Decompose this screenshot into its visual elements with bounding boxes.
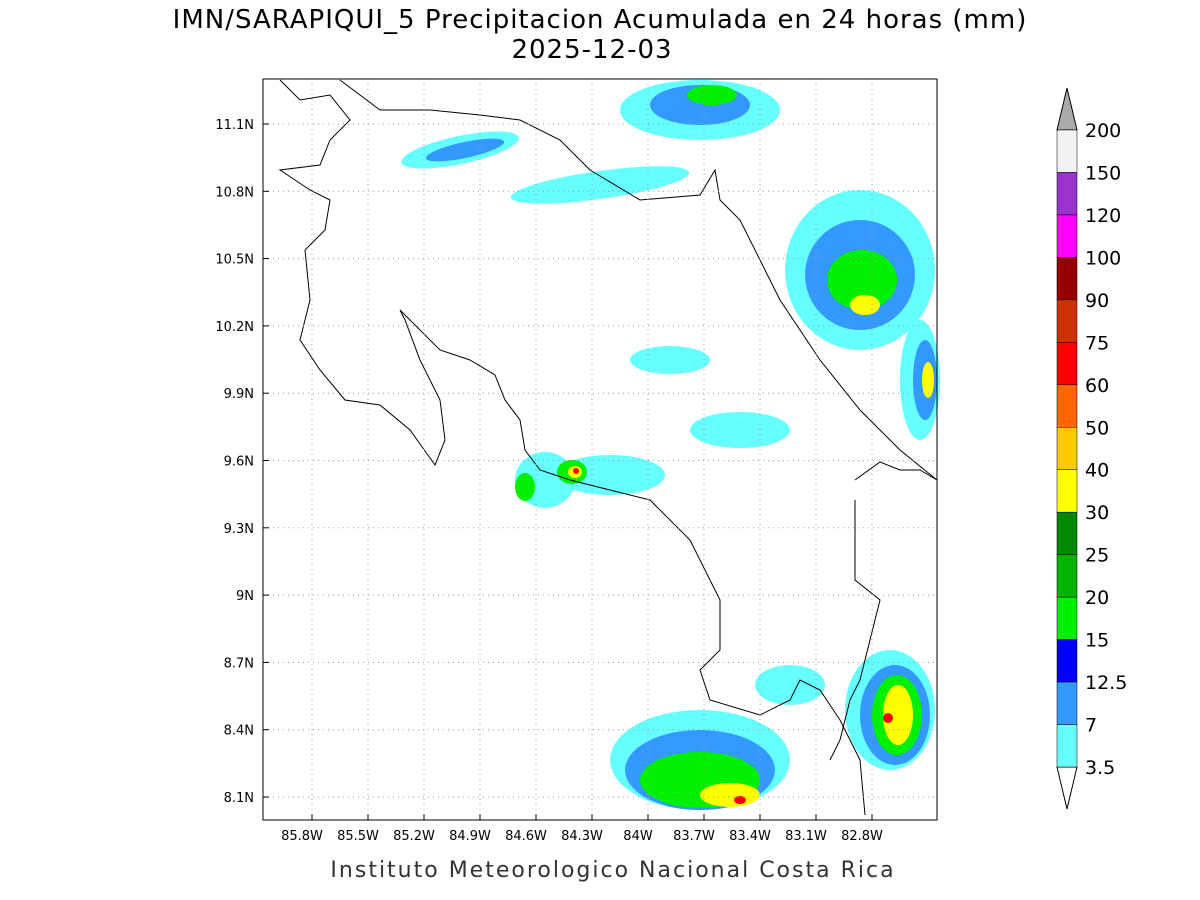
colorbar-bin [1056, 596, 1078, 640]
colorbar: 200 150 120 100 90 75 60 50 40 30 25 20 15 12.5 7 3.5 [1056, 87, 1127, 810]
x-tick-label: 83.1W [785, 829, 827, 844]
colorbar-bin [1056, 639, 1078, 683]
graticule [263, 79, 937, 820]
coastline [278, 79, 938, 816]
map-frame [262, 78, 938, 821]
x-tick-label: 85.5W [337, 829, 379, 844]
y-tick-label: 9.6N [224, 455, 254, 470]
colorbar-bin [1056, 469, 1078, 513]
subtitle: 2025-12-03 [511, 35, 672, 65]
colorbar-bin [1056, 299, 1078, 343]
precipitation-field [401, 80, 940, 810]
colorbar-label: 25 [1085, 545, 1109, 567]
colorbar-bin [1056, 172, 1078, 216]
colorbar-label: 50 [1085, 417, 1109, 439]
colorbar-over-arrow [1056, 87, 1078, 131]
colorbar-label: 20 [1085, 587, 1109, 609]
x-tick-label: 83.7W [673, 829, 715, 844]
colorbar-label: 200 [1085, 120, 1121, 142]
colorbar-label: 40 [1085, 460, 1109, 482]
y-tick-label: 9.3N [224, 522, 254, 537]
colorbar-label: 90 [1085, 290, 1109, 312]
x-tick-label: 84W [623, 829, 653, 844]
colorbar-label: 120 [1085, 205, 1121, 227]
colorbar-label: 100 [1085, 247, 1121, 269]
colorbar-label: 7 [1085, 715, 1097, 737]
axis-labels: 85.8W 85.5W 85.2W 84.9W 84.6W 84.3W 84W 83.7W 83… [215, 118, 883, 844]
y-tick-label: 8.7N [224, 656, 254, 671]
colorbar-under-arrow [1056, 766, 1078, 810]
y-tick-label: 10.8N [215, 185, 254, 200]
y-tick-label: 10.2N [215, 320, 254, 335]
y-tick-label: 10.5N [215, 253, 254, 268]
colorbar-bin [1056, 724, 1078, 768]
colorbar-bin [1056, 129, 1078, 173]
y-tick-label: 9N [236, 589, 254, 604]
x-tick-label: 84.3W [561, 829, 603, 844]
x-tick-label: 85.2W [393, 829, 435, 844]
x-tick-label: 84.6W [505, 829, 547, 844]
colorbar-bin [1056, 554, 1078, 598]
colorbar-bin [1056, 342, 1078, 386]
y-tick-label: 8.1N [224, 791, 254, 806]
colorbar-bin [1056, 511, 1078, 555]
colorbar-bin [1056, 681, 1078, 725]
colorbar-label: 30 [1085, 502, 1109, 524]
colorbar-bin [1056, 257, 1078, 301]
y-tick-label: 9.9N [224, 387, 254, 402]
x-tick-label: 84.9W [449, 829, 491, 844]
colorbar-bin [1056, 214, 1078, 258]
colorbar-label: 150 [1085, 162, 1121, 184]
x-tick-label: 85.8W [281, 829, 323, 844]
x-tick-label: 82.8W [841, 829, 883, 844]
x-tick-label: 83.4W [729, 829, 771, 844]
colorbar-bin [1056, 427, 1078, 470]
footer: Instituto Meteorologico Nacional Costa R… [330, 858, 895, 883]
colorbar-label: 3.5 [1085, 757, 1115, 779]
y-tick-label: 8.4N [224, 724, 254, 739]
colorbar-label: 15 [1085, 630, 1109, 652]
colorbar-bin [1056, 384, 1078, 428]
y-tick-label: 11.1N [215, 118, 254, 133]
colorbar-label: 75 [1085, 332, 1109, 354]
title: IMN/SARAPIQUI_5 Precipitacion Acumulada … [173, 5, 1028, 35]
colorbar-label: 12.5 [1085, 672, 1127, 694]
colorbar-label: 60 [1085, 375, 1109, 397]
